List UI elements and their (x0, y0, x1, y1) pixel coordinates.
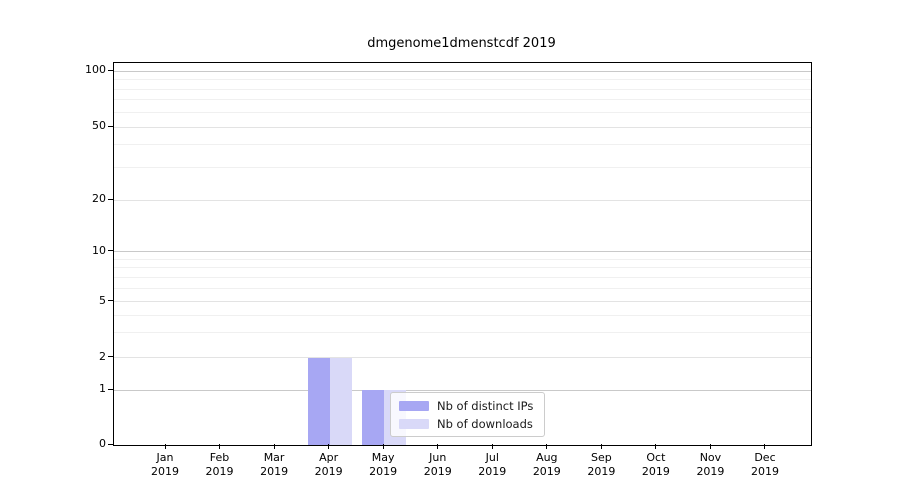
x-tick (491, 444, 493, 449)
y-tick-label: 10 (92, 243, 106, 257)
gridline-major (114, 251, 811, 252)
gridline-minor (114, 111, 811, 113)
x-tick (437, 444, 439, 449)
y-tick (108, 250, 113, 251)
gridline-minor (114, 258, 811, 260)
x-tick (546, 444, 548, 449)
gridline-minor (114, 276, 811, 278)
gridline-minor (114, 167, 811, 169)
x-tick (273, 444, 275, 449)
x-tick (164, 444, 166, 449)
bar-distinct-ips (362, 390, 385, 445)
gridline-labeled (114, 126, 811, 128)
y-tick-label: 1 (99, 382, 106, 395)
x-tick-label: Mar 2019 (260, 451, 289, 478)
legend-label-distinct-ips: Nb of distinct IPs (437, 398, 534, 413)
y-tick (108, 300, 113, 301)
x-tick-label: Jul 2019 (478, 451, 507, 478)
gridline-minor (114, 314, 811, 316)
y-tick-label: 50 (92, 119, 106, 132)
x-tick (655, 444, 657, 449)
chart-title: dmgenome1dmenstcdf 2019 (367, 36, 556, 51)
x-tick-label: Oct 2019 (641, 451, 670, 478)
legend-swatch-downloads (399, 418, 429, 429)
y-tick-label: 0 (99, 437, 106, 450)
x-tick-label: Aug 2019 (532, 451, 561, 478)
y-tick-label: 20 (92, 192, 106, 205)
x-tick-label: Sep 2019 (587, 451, 616, 478)
plot-area (113, 62, 812, 446)
y-tick (108, 388, 113, 390)
legend-item-downloads: Nb of downloads (399, 417, 536, 431)
y-tick (108, 356, 113, 357)
gridline-minor (114, 88, 811, 90)
legend-swatch-distinct-ips (399, 400, 429, 411)
x-tick (219, 444, 221, 449)
x-tick-label: Jan 2019 (151, 451, 179, 478)
x-tick (764, 444, 766, 449)
legend-label-downloads: Nb of downloads (437, 416, 533, 431)
x-tick (328, 444, 330, 449)
gridline-minor (114, 144, 811, 146)
gridline-labeled (114, 301, 811, 302)
x-tick (382, 444, 384, 449)
x-tick-label: Nov 2019 (696, 451, 725, 478)
gridline-major (114, 70, 811, 72)
x-tick-label: Dec 2019 (750, 451, 779, 478)
y-tick (108, 125, 113, 127)
bar-distinct-ips (307, 357, 330, 445)
gridline-minor (114, 79, 811, 80)
x-tick (600, 444, 602, 449)
gridline-minor (114, 287, 811, 289)
bar-downloads (329, 357, 352, 445)
x-tick (709, 444, 711, 449)
x-tick-label: Apr 2019 (314, 451, 343, 478)
gridline-major (114, 389, 811, 391)
legend: Nb of distinct IPs Nb of downloads (390, 392, 545, 437)
legend-item-distinct-ips: Nb of distinct IPs (399, 399, 536, 413)
x-tick-label: May 2019 (369, 451, 398, 478)
y-tick-label: 2 (99, 349, 106, 363)
y-tick-label: 5 (99, 293, 106, 307)
gridline-labeled (114, 199, 811, 201)
y-tick-label: 100 (85, 63, 106, 76)
y-tick (108, 69, 113, 71)
gridline-labeled (114, 357, 811, 358)
x-tick-label: Feb 2019 (205, 451, 234, 478)
gridline-minor (114, 267, 811, 269)
gridline-minor (114, 99, 811, 101)
y-tick (108, 198, 113, 200)
x-tick-label: Jun 2019 (423, 451, 452, 478)
y-tick (108, 443, 113, 445)
gridline-minor (114, 332, 811, 334)
